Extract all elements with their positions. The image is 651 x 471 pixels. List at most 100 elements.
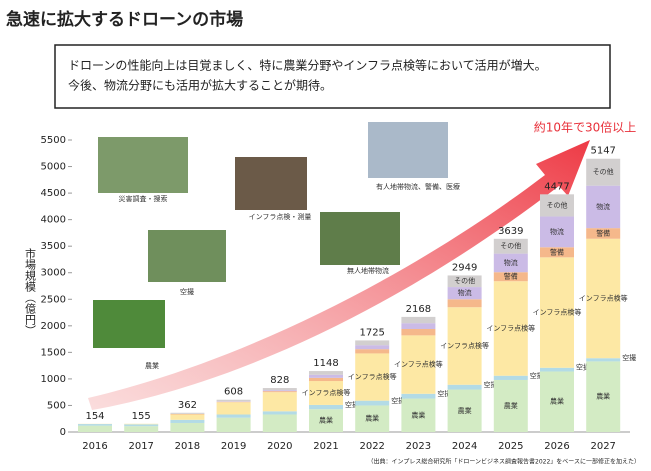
- bar-segment: [540, 194, 574, 217]
- y-tick-label: 2000: [41, 321, 66, 332]
- photo-caption: 農業: [145, 361, 159, 370]
- segment-label: 警備: [504, 272, 518, 281]
- segment-label: 物流: [550, 227, 564, 236]
- segment-label: 農業: [504, 401, 518, 410]
- summary-line: 今後、物流分野にも活用が拡大することが期待。: [68, 78, 332, 93]
- bar-segment: [493, 375, 528, 380]
- bar-segment: [170, 419, 205, 423]
- bar-segment: [401, 393, 436, 399]
- bar-segment: [493, 281, 528, 376]
- x-tick-label: 2020: [267, 441, 292, 452]
- y-tick-label: 2500: [41, 294, 66, 305]
- bar-segment: [586, 185, 621, 229]
- bar-segment: [355, 400, 390, 406]
- y-tick-label: 1000: [41, 374, 66, 385]
- segment-label: その他: [547, 200, 568, 209]
- segment-label: その他: [500, 241, 521, 250]
- bar-segment: [586, 158, 621, 186]
- segment-label: 農業: [411, 410, 425, 419]
- y-tick-label: 3500: [41, 241, 66, 252]
- bar-segment: [262, 392, 297, 412]
- total-label: 828: [270, 375, 289, 386]
- bar-segment: [124, 426, 159, 432]
- total-label: 2168: [406, 304, 431, 315]
- bar-segment: [78, 424, 112, 426]
- bar-segment: [401, 316, 436, 324]
- x-tick-label: 2023: [406, 441, 431, 452]
- bar-segment: [540, 247, 574, 258]
- bar-segment: [309, 381, 343, 405]
- bar-segment: [540, 216, 574, 248]
- bar-segment: [447, 287, 482, 300]
- source-note: （出典：インプレス総合研究所「ドローンビジネス調査報告書2022」をベースに一部…: [368, 458, 641, 466]
- annotation: 約10年で30倍以上: [534, 120, 637, 135]
- segment-label: 物流: [504, 258, 518, 267]
- bar-segment: [262, 390, 297, 392]
- bar-segment: [540, 367, 574, 372]
- total-label: 1148: [313, 358, 338, 369]
- x-tick-label: 2025: [498, 441, 523, 452]
- photo-caption: 災害調査・捜索: [119, 194, 168, 203]
- bar-segment: [216, 399, 251, 402]
- segment-label: 空撮: [345, 400, 359, 409]
- total-label: 154: [85, 411, 104, 422]
- segment-label: インフラ点検等: [348, 372, 397, 381]
- segment-label: 物流: [596, 202, 610, 211]
- bar-segment: [124, 423, 159, 425]
- x-tick-label: 2024: [452, 441, 477, 452]
- bar-segment: [262, 388, 297, 391]
- segment-label: インフラ点検等: [486, 323, 535, 332]
- bar-segment: [309, 371, 343, 375]
- bar-segment: [309, 374, 343, 378]
- bar-segment: [447, 389, 482, 432]
- total-label: 608: [224, 387, 243, 398]
- segment-label: 空撮: [484, 380, 498, 389]
- segment-label: インフラ点検等: [302, 388, 351, 397]
- bar-segment: [540, 257, 574, 368]
- total-label: 1725: [359, 327, 384, 338]
- x-tick-label: 2016: [82, 441, 107, 452]
- segment-label: 農業: [458, 406, 472, 415]
- segment-label: 農業: [319, 416, 333, 425]
- photo: [148, 230, 226, 282]
- summary-line: ドローンの性能向上は目覚ましく、特に農業分野やインフラ点検等において活用が増大。: [68, 58, 547, 73]
- bar-segment: [493, 238, 528, 254]
- total-label: 3639: [498, 226, 523, 237]
- x-tick-label: 2018: [175, 441, 200, 452]
- y-tick-label: 0: [60, 427, 66, 438]
- bar-segment: [355, 349, 390, 354]
- bar-segment: [540, 371, 574, 432]
- bar-segment: [216, 417, 251, 432]
- photo-caption: 空撮: [180, 287, 194, 296]
- photo-caption: インフラ点検・測量: [249, 212, 312, 221]
- y-tick-label: 4000: [41, 215, 66, 226]
- photo: [320, 212, 400, 265]
- bar-segment: [262, 414, 297, 432]
- bar-segment: [447, 299, 482, 308]
- bar-segment: [262, 411, 297, 415]
- segment-label: 空撮: [391, 396, 405, 405]
- bar-segment: [401, 335, 436, 394]
- bar-segment: [355, 345, 390, 350]
- bar-segment: [262, 391, 297, 393]
- bar-segment: [401, 398, 436, 432]
- segment-label: 空撮: [437, 389, 451, 398]
- bar-segment: [447, 384, 482, 390]
- y-tick-label: 1500: [41, 347, 66, 358]
- x-tick-label: 2021: [313, 441, 338, 452]
- segment-label: その他: [454, 276, 475, 285]
- bar-segment: [586, 228, 621, 239]
- x-tick-label: 2019: [221, 441, 246, 452]
- y-tick-label: 5000: [41, 162, 66, 173]
- bar-segment: [216, 414, 251, 418]
- bar-segment: [309, 409, 343, 432]
- bar-segment: [309, 404, 343, 410]
- bar-segment: [355, 353, 390, 401]
- bar-segment: [586, 361, 621, 432]
- photo-caption: 有人地帯物流、警備、医療: [376, 182, 460, 191]
- segment-label: インフラ点検等: [533, 308, 582, 317]
- segment-label: 空撮: [576, 363, 590, 372]
- x-tick-label: 2022: [359, 441, 384, 452]
